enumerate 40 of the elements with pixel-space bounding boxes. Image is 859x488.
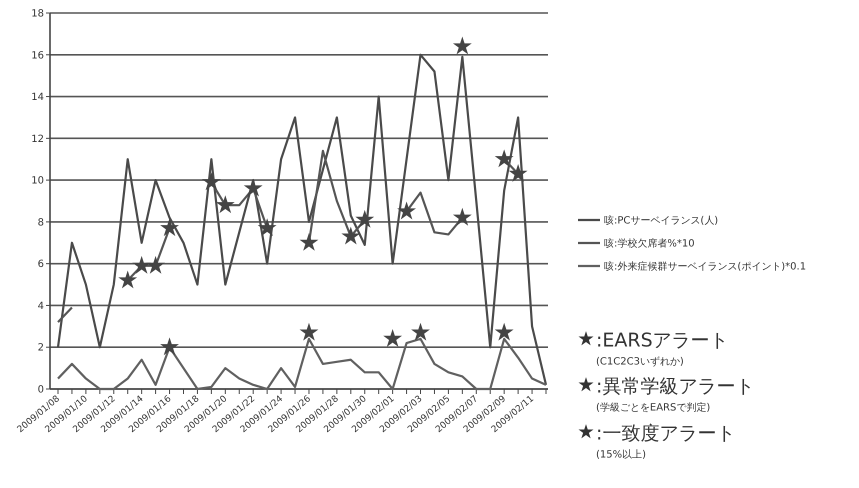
- point: [355, 210, 374, 228]
- point: [146, 256, 166, 274]
- y-tick-label: 4: [38, 300, 44, 312]
- legend-label: 咳:学校欠席者%*10: [604, 238, 695, 250]
- point: [132, 256, 152, 274]
- point: [160, 218, 179, 236]
- text: (C1C2C3いずれか): [596, 356, 684, 368]
- point: [118, 270, 138, 288]
- point: [160, 337, 179, 356]
- text: (15%以上): [596, 448, 646, 460]
- point: [494, 149, 514, 168]
- y-tick-label: 14: [31, 92, 44, 104]
- y-tick-label: 0: [38, 384, 44, 396]
- point: [244, 178, 263, 196]
- point: [383, 328, 402, 347]
- point: [452, 208, 472, 226]
- y-tick-label: 16: [31, 50, 44, 62]
- point: [300, 322, 318, 341]
- y-tick-label: 8: [38, 217, 44, 228]
- point: [216, 195, 235, 214]
- point: [494, 322, 514, 341]
- y-tick-label: 18: [31, 8, 44, 20]
- point: [300, 232, 318, 251]
- point: [341, 226, 360, 245]
- point: [202, 172, 221, 190]
- legend-label: 咳:PCサーベイランス(人): [604, 214, 718, 226]
- legend-label: 咳:外来症候群サーベイランス(ポイント)*0.1: [604, 260, 806, 272]
- y-tick-label: 6: [38, 259, 44, 270]
- text: :EARSアラート: [596, 330, 729, 352]
- y-tick-label: 10: [31, 176, 44, 187]
- text: :一致度アラート: [596, 422, 736, 445]
- point: [258, 218, 277, 236]
- point: [452, 36, 472, 54]
- y-tick-label: 12: [31, 134, 44, 145]
- point: [508, 164, 528, 182]
- text: (学級ごとをEARSで判定): [596, 402, 710, 414]
- text: :異常学級アラート: [596, 376, 754, 398]
- point: [397, 202, 416, 220]
- y-tick-label: 2: [38, 342, 44, 354]
- point: [411, 322, 430, 341]
